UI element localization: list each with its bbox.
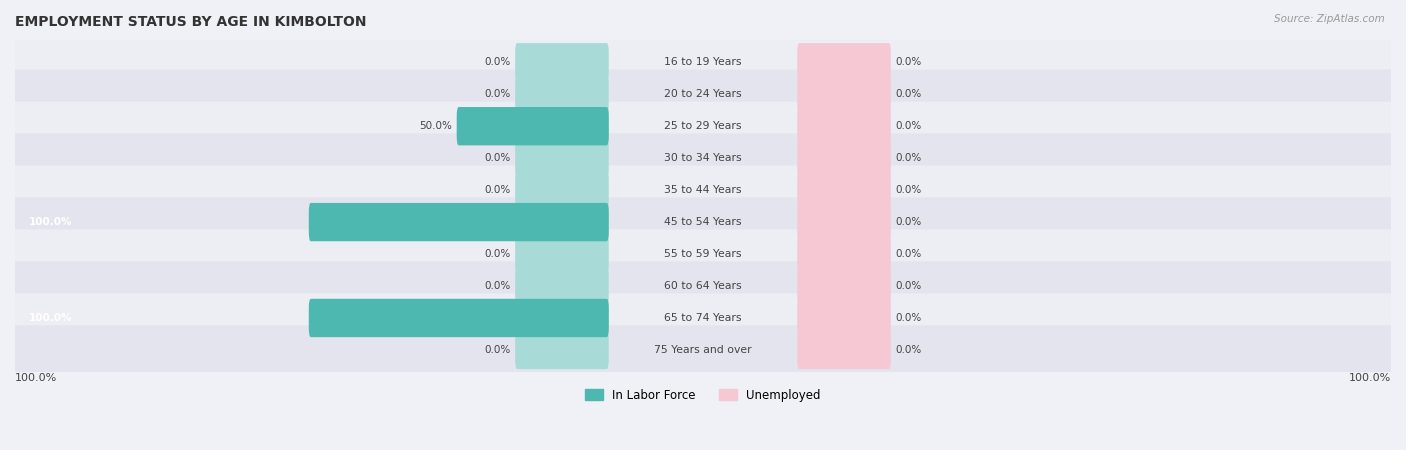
- Text: 60 to 64 Years: 60 to 64 Years: [664, 281, 742, 291]
- Text: 0.0%: 0.0%: [896, 313, 922, 323]
- FancyBboxPatch shape: [13, 230, 1393, 279]
- FancyBboxPatch shape: [309, 299, 609, 337]
- FancyBboxPatch shape: [13, 325, 1393, 374]
- Text: 30 to 34 Years: 30 to 34 Years: [664, 153, 742, 163]
- Text: 25 to 29 Years: 25 to 29 Years: [664, 121, 742, 131]
- FancyBboxPatch shape: [797, 43, 891, 81]
- Text: 0.0%: 0.0%: [484, 185, 510, 195]
- Text: 0.0%: 0.0%: [484, 345, 510, 355]
- FancyBboxPatch shape: [515, 235, 609, 273]
- FancyBboxPatch shape: [515, 107, 609, 145]
- Text: 0.0%: 0.0%: [896, 217, 922, 227]
- Text: 0.0%: 0.0%: [896, 89, 922, 99]
- FancyBboxPatch shape: [13, 38, 1393, 87]
- Text: 0.0%: 0.0%: [896, 249, 922, 259]
- FancyBboxPatch shape: [797, 171, 891, 209]
- Text: 100.0%: 100.0%: [15, 373, 58, 383]
- Text: Source: ZipAtlas.com: Source: ZipAtlas.com: [1274, 14, 1385, 23]
- FancyBboxPatch shape: [797, 203, 891, 241]
- FancyBboxPatch shape: [515, 75, 609, 113]
- Text: 50.0%: 50.0%: [419, 121, 451, 131]
- FancyBboxPatch shape: [515, 267, 609, 305]
- FancyBboxPatch shape: [515, 203, 609, 241]
- Text: 75 Years and over: 75 Years and over: [654, 345, 752, 355]
- Text: 0.0%: 0.0%: [484, 89, 510, 99]
- FancyBboxPatch shape: [13, 134, 1393, 183]
- FancyBboxPatch shape: [797, 139, 891, 177]
- FancyBboxPatch shape: [309, 203, 609, 241]
- FancyBboxPatch shape: [13, 70, 1393, 119]
- Text: 0.0%: 0.0%: [484, 249, 510, 259]
- Text: 16 to 19 Years: 16 to 19 Years: [664, 57, 742, 67]
- FancyBboxPatch shape: [13, 166, 1393, 215]
- FancyBboxPatch shape: [797, 331, 891, 369]
- Text: 100.0%: 100.0%: [28, 217, 72, 227]
- Text: 100.0%: 100.0%: [1348, 373, 1391, 383]
- Text: 0.0%: 0.0%: [896, 281, 922, 291]
- FancyBboxPatch shape: [515, 139, 609, 177]
- FancyBboxPatch shape: [457, 107, 609, 145]
- FancyBboxPatch shape: [797, 235, 891, 273]
- FancyBboxPatch shape: [797, 267, 891, 305]
- FancyBboxPatch shape: [797, 299, 891, 337]
- Text: EMPLOYMENT STATUS BY AGE IN KIMBOLTON: EMPLOYMENT STATUS BY AGE IN KIMBOLTON: [15, 15, 367, 29]
- Text: 45 to 54 Years: 45 to 54 Years: [664, 217, 742, 227]
- FancyBboxPatch shape: [13, 261, 1393, 310]
- Text: 0.0%: 0.0%: [484, 281, 510, 291]
- FancyBboxPatch shape: [515, 331, 609, 369]
- FancyBboxPatch shape: [797, 75, 891, 113]
- Text: 0.0%: 0.0%: [896, 345, 922, 355]
- Text: 65 to 74 Years: 65 to 74 Years: [664, 313, 742, 323]
- Text: 100.0%: 100.0%: [28, 313, 72, 323]
- Legend: In Labor Force, Unemployed: In Labor Force, Unemployed: [581, 384, 825, 406]
- Text: 55 to 59 Years: 55 to 59 Years: [664, 249, 742, 259]
- Text: 20 to 24 Years: 20 to 24 Years: [664, 89, 742, 99]
- Text: 0.0%: 0.0%: [896, 153, 922, 163]
- Text: 0.0%: 0.0%: [484, 153, 510, 163]
- FancyBboxPatch shape: [515, 43, 609, 81]
- FancyBboxPatch shape: [13, 198, 1393, 247]
- FancyBboxPatch shape: [797, 107, 891, 145]
- Text: 0.0%: 0.0%: [896, 121, 922, 131]
- FancyBboxPatch shape: [515, 171, 609, 209]
- FancyBboxPatch shape: [515, 299, 609, 337]
- FancyBboxPatch shape: [13, 102, 1393, 151]
- Text: 0.0%: 0.0%: [896, 185, 922, 195]
- FancyBboxPatch shape: [13, 293, 1393, 342]
- Text: 0.0%: 0.0%: [484, 57, 510, 67]
- Text: 35 to 44 Years: 35 to 44 Years: [664, 185, 742, 195]
- Text: 0.0%: 0.0%: [896, 57, 922, 67]
